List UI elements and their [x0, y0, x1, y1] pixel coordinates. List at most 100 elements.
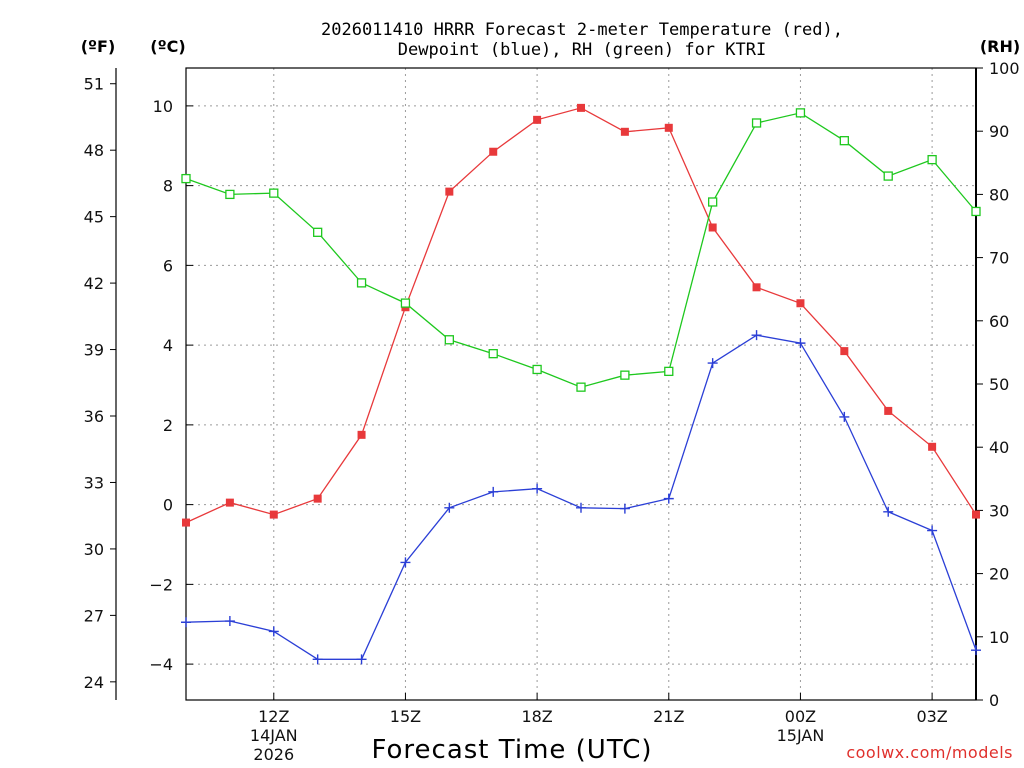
temperature-point — [796, 299, 805, 308]
rh-point — [444, 335, 454, 345]
rh-tick-label: 0 — [989, 691, 999, 710]
dewpoint-point — [356, 654, 367, 665]
rh-tick-label: 30 — [989, 501, 1009, 520]
temperature-point — [840, 347, 849, 356]
x-tick-label: 00Z — [785, 707, 816, 726]
fahrenheit-unit-label: (ºF) — [81, 37, 116, 56]
rh-tick-label: 20 — [989, 565, 1009, 584]
dewpoint-point — [532, 483, 543, 494]
celsius-tick-label: 2 — [163, 416, 173, 435]
celsius-tick-label: 0 — [163, 496, 173, 515]
x-axis-title: Forecast Time (UTC) — [371, 735, 652, 765]
dewpoint-point — [488, 486, 499, 497]
fahrenheit-tick-label: 51 — [84, 75, 104, 94]
rh-point — [839, 136, 849, 146]
dewpoint-point — [707, 358, 718, 369]
rh-tick-label: 60 — [989, 312, 1009, 331]
rh-tick-label: 40 — [989, 438, 1009, 457]
celsius-unit-label: (ºC) — [150, 37, 185, 56]
temperature-point — [489, 147, 498, 156]
fahrenheit-tick-label: 39 — [84, 341, 104, 360]
dewpoint-point — [400, 557, 411, 568]
fahrenheit-tick-label: 24 — [84, 673, 104, 692]
rh-point — [751, 118, 762, 128]
dewpoint-point — [971, 645, 981, 656]
fahrenheit-tick-label: 42 — [84, 274, 104, 293]
rh-point — [927, 154, 937, 165]
celsius-tick-label: 10 — [153, 97, 173, 116]
rh-point — [971, 206, 981, 217]
x-tick-label: 03Z — [916, 707, 947, 726]
rh-unit-label: (RH) — [980, 37, 1020, 56]
temperature-point — [357, 430, 366, 439]
celsius-tick-label: 8 — [163, 177, 173, 196]
dewpoint-point — [224, 616, 235, 627]
temperature-point — [972, 510, 980, 519]
temperature-point — [577, 103, 585, 112]
dewpoint-point — [751, 330, 762, 341]
celsius-tick-label: −4 — [149, 655, 173, 674]
x-tick-label: 21Z — [653, 707, 684, 726]
chart-title: 2026011410 HRRR Forecast 2-meter Tempera… — [321, 20, 843, 40]
temperature-line — [185, 107, 977, 524]
rh-point — [664, 366, 674, 377]
x-year-label: 2026 — [253, 745, 294, 764]
rh-point — [269, 188, 279, 198]
dewpoint-point — [883, 506, 894, 517]
x-tick-label: 15Z — [390, 707, 421, 726]
rh-point — [313, 227, 323, 237]
data-series — [181, 103, 981, 665]
rh-tick-label: 70 — [989, 249, 1009, 268]
temperature-point — [182, 518, 190, 527]
fahrenheit-tick-label: 30 — [84, 540, 104, 559]
rh-tick-label: 50 — [989, 375, 1009, 394]
rh-point — [181, 173, 191, 184]
rh-tick-label: 10 — [989, 628, 1009, 647]
celsius-tick-label: 4 — [163, 336, 173, 355]
celsius-tick-label: 6 — [163, 256, 173, 275]
rh-tick-label: 90 — [989, 122, 1009, 141]
rh-point — [400, 298, 411, 308]
rh-point — [620, 370, 630, 380]
fahrenheit-tick-label: 36 — [84, 407, 104, 426]
rh-point — [708, 197, 718, 207]
rh-point — [576, 382, 586, 392]
dewpoint-point — [927, 525, 938, 536]
rh-point — [532, 364, 542, 375]
dewpoint-point — [576, 502, 586, 513]
x-tick-label: 18Z — [521, 707, 552, 726]
dewpoint-point — [619, 503, 630, 514]
fahrenheit-tick-label: 48 — [84, 141, 104, 160]
temperature-point — [664, 123, 673, 132]
temperature-point — [313, 494, 322, 503]
temperature-point — [620, 127, 629, 136]
celsius-tick-label: −2 — [149, 575, 173, 594]
dewpoint-point — [312, 654, 323, 665]
dewpoint-point — [663, 493, 674, 504]
x-date-label: 15JAN — [777, 726, 825, 745]
fahrenheit-tick-label: 33 — [84, 473, 104, 492]
temperature-point — [708, 223, 717, 232]
x-tick-label: 12Z — [258, 707, 289, 726]
dewpoint-point — [444, 502, 455, 513]
temperature-point — [269, 510, 278, 519]
rh-point — [488, 349, 498, 359]
fahrenheit-tick-label: 27 — [84, 606, 104, 625]
rh-point — [356, 278, 367, 288]
temperature-point — [533, 115, 542, 124]
temperature-point — [884, 406, 893, 415]
chart-title-line2: Dewpoint (blue), RH (green) for KTRI — [398, 40, 766, 60]
dewpoint-point — [181, 617, 191, 628]
credit-link[interactable]: coolwx.com/models — [846, 743, 1013, 762]
dewpoint-point — [795, 338, 806, 349]
fahrenheit-tick-label: 45 — [84, 208, 104, 227]
rh-point — [225, 189, 235, 200]
x-date-label: 14JAN — [250, 726, 298, 745]
dewpoint-point — [268, 626, 279, 637]
rh-point — [795, 108, 806, 118]
temperature-point — [752, 283, 761, 292]
rh-point — [883, 171, 893, 181]
rh-tick-label: 80 — [989, 185, 1009, 204]
